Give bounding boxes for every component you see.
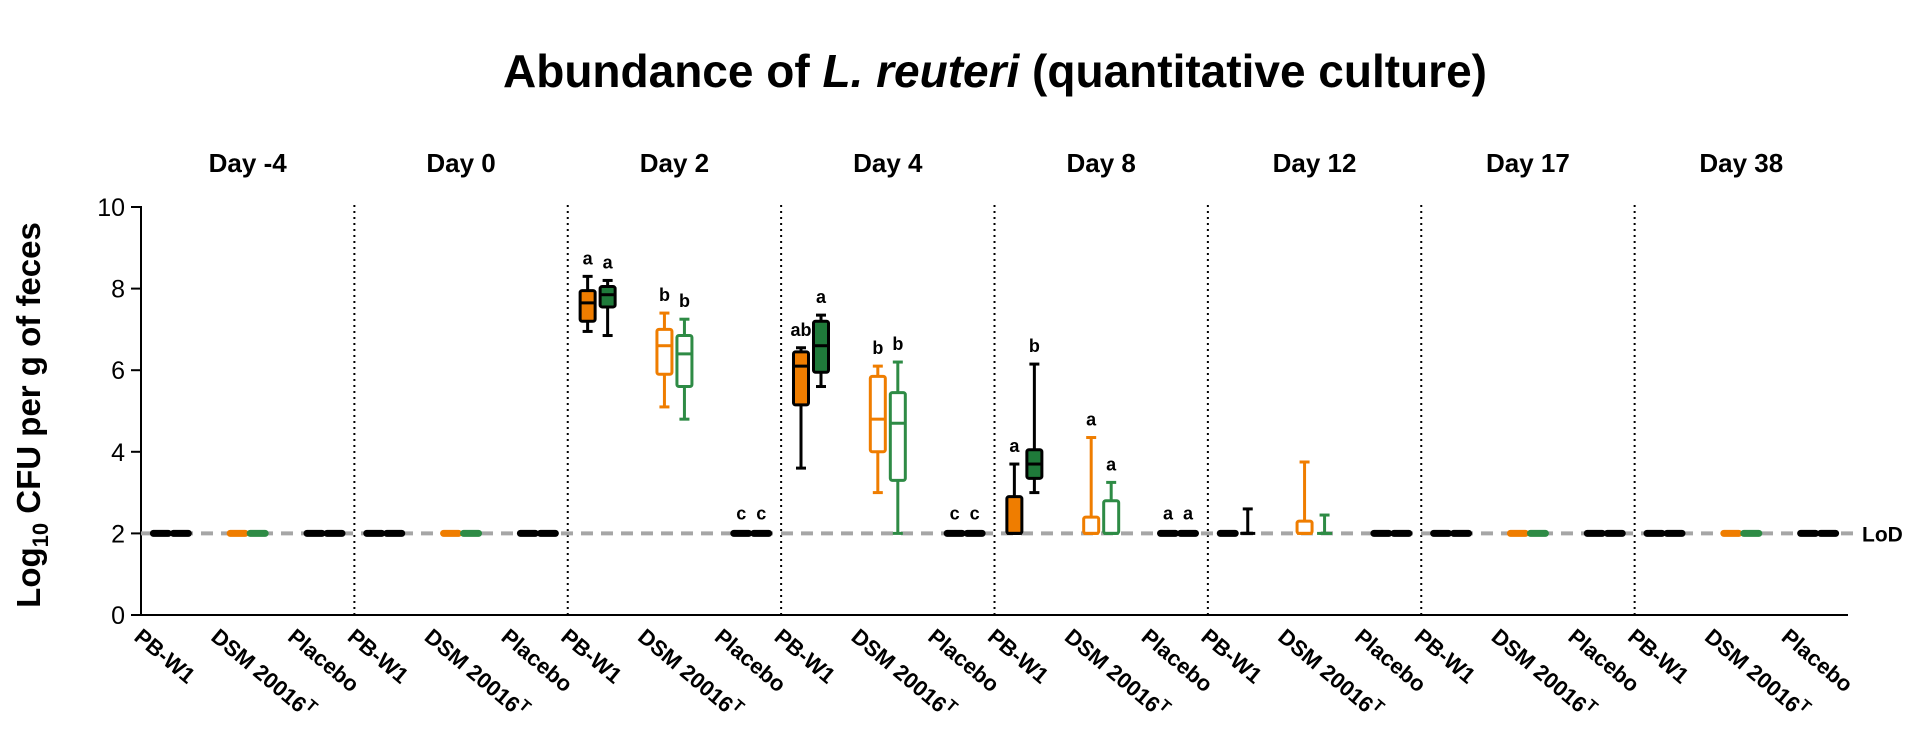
significance-label: c [950, 503, 960, 523]
y-axis-label-prefix: Log [10, 547, 47, 607]
chart-title: Abundance of L. reuteri (quantitative cu… [503, 45, 1487, 97]
day-header: Day 0 [426, 148, 495, 178]
significance-label: b [872, 338, 883, 358]
box-body [868, 374, 887, 454]
significance-label: a [816, 287, 827, 307]
box-body [888, 391, 907, 482]
box-body [598, 285, 617, 309]
significance-label: a [603, 252, 614, 272]
significance-label: c [970, 503, 980, 523]
significance-label: b [659, 285, 670, 305]
y-axis-label: Log10 CFU per g of feces [10, 222, 53, 608]
box-body [1295, 519, 1314, 535]
y-tick-label: 10 [97, 194, 125, 222]
chart-title-prefix: Abundance of [503, 45, 822, 97]
box-body [655, 327, 674, 376]
y-axis-label-subscript: 10 [28, 523, 53, 547]
box-body [1102, 499, 1121, 535]
significance-label: c [736, 503, 746, 523]
significance-label: a [1163, 503, 1174, 523]
day-header: Day 38 [1699, 148, 1783, 178]
y-tick-label: 6 [111, 357, 125, 385]
box-body [1082, 515, 1101, 535]
significance-label: b [892, 334, 903, 354]
significance-label: a [1183, 503, 1194, 523]
chart-title-suffix: (quantitative culture) [1019, 45, 1487, 97]
y-tick-label: 2 [111, 520, 125, 548]
significance-label: a [1086, 410, 1097, 430]
y-tick-label: 4 [111, 439, 125, 467]
significance-label: a [583, 248, 594, 268]
lod-label: LoD [1862, 523, 1903, 546]
day-header: Day 17 [1486, 148, 1570, 178]
y-tick-label: 0 [111, 602, 125, 630]
significance-label: a [1009, 436, 1020, 456]
day-header: Day 4 [853, 148, 923, 178]
day-header: Day 2 [640, 148, 709, 178]
day-header: Day 8 [1066, 148, 1135, 178]
y-axis-label-suffix: CFU per g of feces [10, 222, 47, 523]
box-body [1005, 495, 1024, 535]
significance-label: b [679, 291, 690, 311]
day-header: Day -4 [209, 148, 288, 178]
significance-label: b [1029, 336, 1040, 356]
box-body [675, 334, 694, 389]
significance-label: c [756, 503, 766, 523]
significance-label: a [1106, 454, 1117, 474]
x-tick-label-text: PB-W1 [130, 624, 200, 689]
x-tick-label: PB-W1 [130, 624, 200, 689]
y-tick-label: 8 [111, 276, 125, 304]
box-body [578, 289, 597, 323]
significance-label: ab [790, 320, 811, 340]
day-header: Day 12 [1273, 148, 1357, 178]
box-body [791, 350, 810, 407]
chart-title-italic: L. reuteri [822, 45, 1020, 97]
